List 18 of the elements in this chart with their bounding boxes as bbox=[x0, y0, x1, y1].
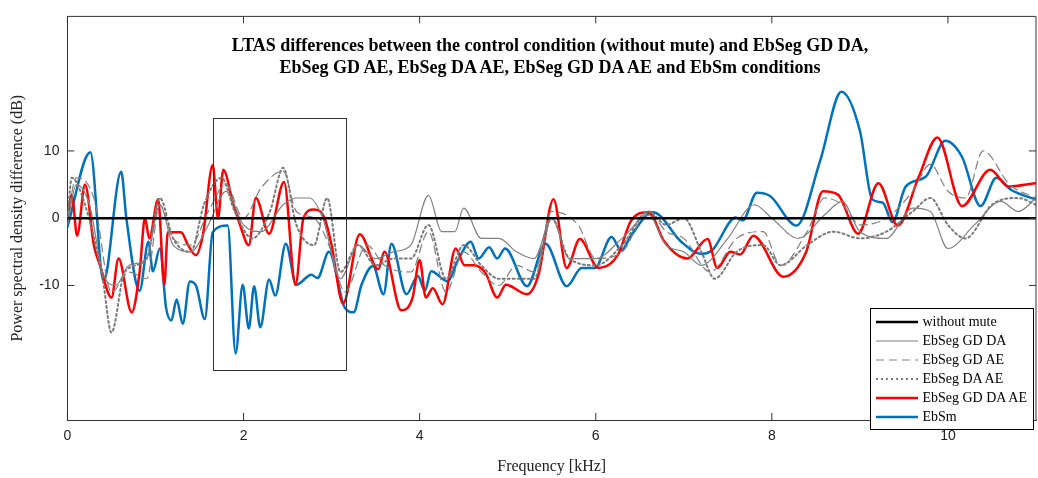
x-tick-label: 2 bbox=[239, 427, 248, 444]
y-tick-label: 0 bbox=[51, 209, 60, 226]
legend-label: EbSeg GD DA bbox=[922, 332, 1007, 349]
x-tick-label: 4 bbox=[415, 427, 424, 444]
y-tick-label: 10 bbox=[43, 141, 60, 158]
x-tick-label: 8 bbox=[767, 427, 776, 444]
x-tick-label: 6 bbox=[591, 427, 600, 444]
legend-label: EbSeg DA AE bbox=[922, 370, 1004, 387]
legend-label: without mute bbox=[922, 313, 997, 330]
legend-label: EbSeg GD DA AE bbox=[922, 389, 1027, 406]
x-tick-label: 0 bbox=[63, 427, 72, 444]
y-tick-label: -10 bbox=[39, 276, 60, 293]
x-axis-title: Frequency [kHz] bbox=[497, 456, 607, 475]
x-tick-label: 10 bbox=[940, 427, 956, 444]
legend-label: EbSeg GD AE bbox=[922, 351, 1005, 368]
text: LTAS differences between the control condition (without mute) and EbSeg GD DA, EbSeg GD AE, EbSeg DA AE, EbSeg GD DA AE and EbSm conditions bbox=[230, 34, 870, 78]
y-axis-title: Power spectral density difference (dB) bbox=[7, 94, 26, 342]
legend-label: EbSm bbox=[922, 408, 957, 425]
